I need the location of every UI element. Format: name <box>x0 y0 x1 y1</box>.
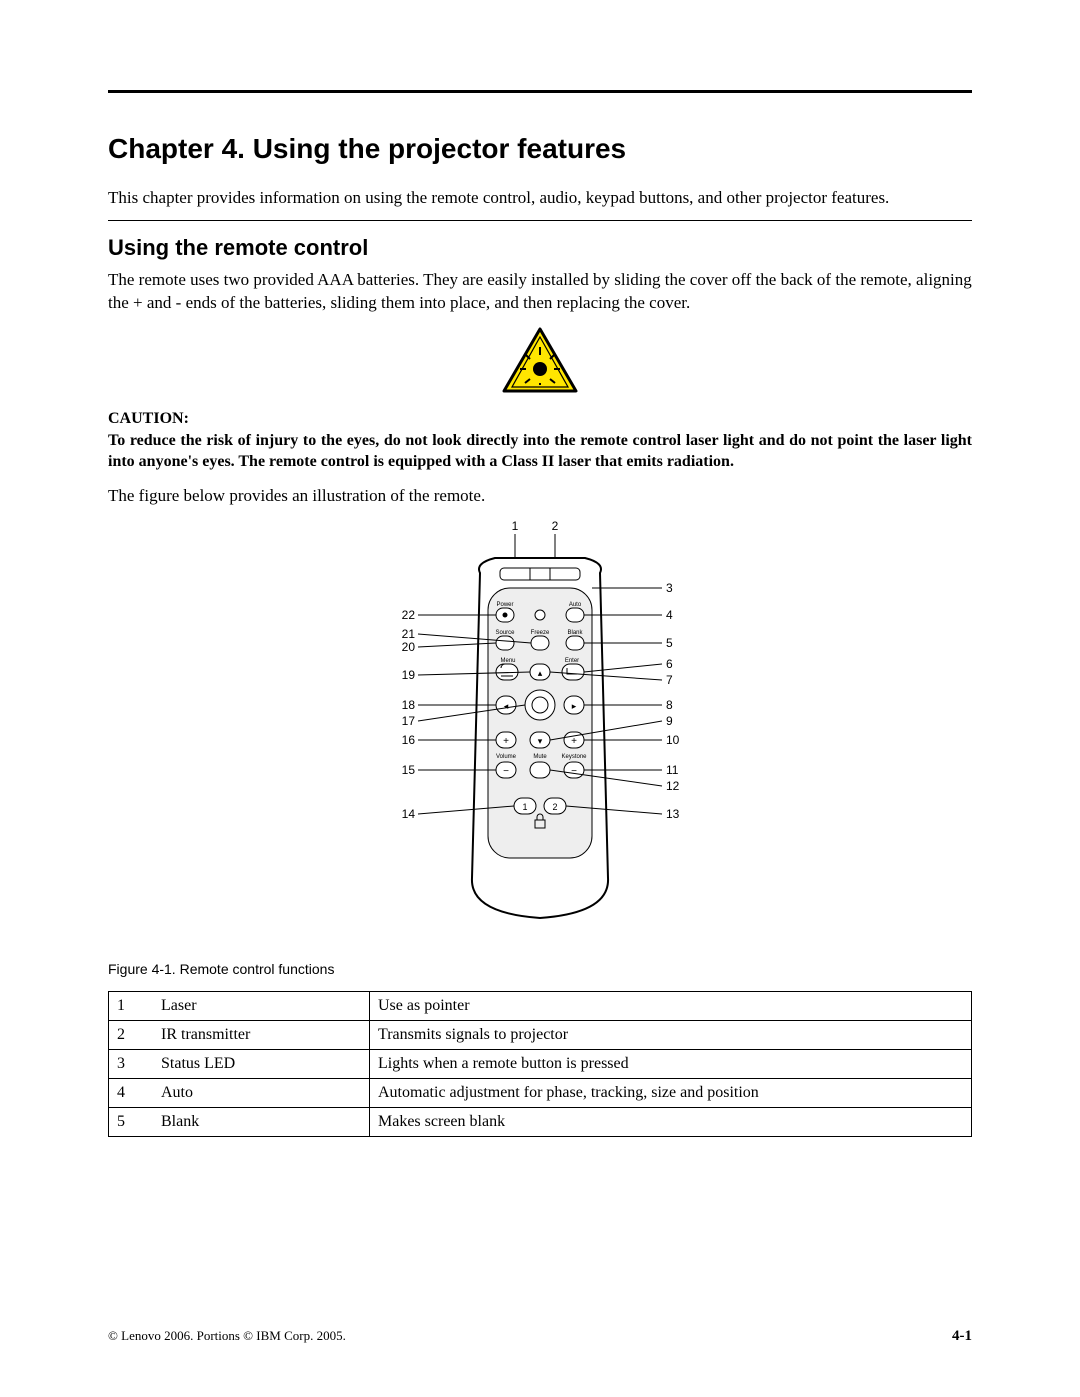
warning-icon-wrap <box>108 325 972 402</box>
table-row: 5BlankMakes screen blank <box>109 1107 972 1136</box>
label-volume: Volume <box>496 754 517 760</box>
functions-table-body: 1LaserUse as pointer2IR transmitterTrans… <box>109 991 972 1136</box>
page-footer: © Lenovo 2006. Portions © IBM Corp. 2005… <box>108 1328 972 1345</box>
footer-page-number: 4-1 <box>952 1328 972 1345</box>
btn-volminus: − <box>503 766 509 777</box>
callout-10: 10 <box>666 733 680 747</box>
callout-13: 13 <box>666 807 680 821</box>
row-desc: Makes screen blank <box>370 1107 972 1136</box>
callout-14: 14 <box>402 807 416 821</box>
row-desc: Transmits signals to projector <box>370 1020 972 1049</box>
remote-diagram: 1 2 Power Auto Source <box>360 518 720 938</box>
callout-21: 21 <box>402 627 416 641</box>
label-freeze: Freeze <box>531 630 550 636</box>
callout-17: 17 <box>402 714 416 728</box>
row-name: Status LED <box>153 1049 370 1078</box>
figure-intro: The figure below provides an illustratio… <box>108 485 972 508</box>
callout-5: 5 <box>666 636 673 650</box>
btn-keyminus: − <box>571 766 577 777</box>
callout-8: 8 <box>666 698 673 712</box>
row-name: IR transmitter <box>153 1020 370 1049</box>
caution-label: CAUTION: <box>108 410 972 428</box>
label-mute: Mute <box>533 754 547 760</box>
label-source: Source <box>495 630 515 636</box>
row-name: Blank <box>153 1107 370 1136</box>
btn-left: ◂ <box>504 701 509 711</box>
caution-text: To reduce the risk of injury to the eyes… <box>108 430 972 473</box>
section-body: The remote uses two provided AAA batteri… <box>108 269 972 315</box>
callout-15: 15 <box>402 763 416 777</box>
btn-one: 1 <box>522 802 527 812</box>
callout-6: 6 <box>666 657 673 671</box>
section-rule <box>108 220 972 221</box>
table-row: 2IR transmitterTransmits signals to proj… <box>109 1020 972 1049</box>
label-auto: Auto <box>569 602 582 608</box>
chapter-intro: This chapter provides information on usi… <box>108 187 972 210</box>
table-row: 1LaserUse as pointer <box>109 991 972 1020</box>
callout-22: 22 <box>402 608 416 622</box>
btn-two: 2 <box>552 802 557 812</box>
btn-volplus: + <box>503 736 509 747</box>
row-desc: Automatic adjustment for phase, tracking… <box>370 1078 972 1107</box>
btn-right: ▸ <box>572 701 577 711</box>
row-num: 1 <box>109 991 154 1020</box>
callout-16: 16 <box>402 733 416 747</box>
btn-keyplus: + <box>571 736 577 747</box>
row-num: 4 <box>109 1078 154 1107</box>
callout-18: 18 <box>402 698 416 712</box>
callout-7: 7 <box>666 673 673 687</box>
label-menu: Menu <box>500 658 515 664</box>
row-num: 5 <box>109 1107 154 1136</box>
section-title: Using the remote control <box>108 235 972 261</box>
top-rule <box>108 90 972 93</box>
callout-4: 4 <box>666 608 673 622</box>
btn-down: ▾ <box>538 736 543 746</box>
table-row: 4AutoAutomatic adjustment for phase, tra… <box>109 1078 972 1107</box>
callout-3: 3 <box>666 581 673 595</box>
footer-copyright: © Lenovo 2006. Portions © IBM Corp. 2005… <box>108 1328 346 1344</box>
remote-figure: 1 2 Power Auto Source <box>108 518 972 943</box>
row-desc: Use as pointer <box>370 991 972 1020</box>
callout-9: 9 <box>666 714 673 728</box>
chapter-title: Chapter 4. Using the projector features <box>108 133 972 165</box>
btn-up: ▴ <box>538 668 543 678</box>
callout-20: 20 <box>402 640 416 654</box>
row-name: Auto <box>153 1078 370 1107</box>
label-blank: Blank <box>567 630 583 636</box>
callout-12: 12 <box>666 779 680 793</box>
figure-caption: Figure 4-1. Remote control functions <box>108 961 972 977</box>
callout-1: 1 <box>512 519 519 533</box>
label-enter: Enter <box>565 658 579 664</box>
row-name: Laser <box>153 991 370 1020</box>
functions-table: 1LaserUse as pointer2IR transmitterTrans… <box>108 991 972 1137</box>
laser-warning-icon <box>500 325 580 397</box>
callout-11: 11 <box>666 763 679 777</box>
row-num: 2 <box>109 1020 154 1049</box>
callout-2: 2 <box>552 519 559 533</box>
callout-19: 19 <box>402 668 416 682</box>
row-num: 3 <box>109 1049 154 1078</box>
row-desc: Lights when a remote button is pressed <box>370 1049 972 1078</box>
page: Chapter 4. Using the projector features … <box>0 0 1080 1397</box>
label-power: Power <box>496 602 513 608</box>
caution-block: CAUTION: To reduce the risk of injury to… <box>108 325 972 473</box>
label-keystone: Keystone <box>561 754 587 760</box>
table-row: 3Status LEDLights when a remote button i… <box>109 1049 972 1078</box>
